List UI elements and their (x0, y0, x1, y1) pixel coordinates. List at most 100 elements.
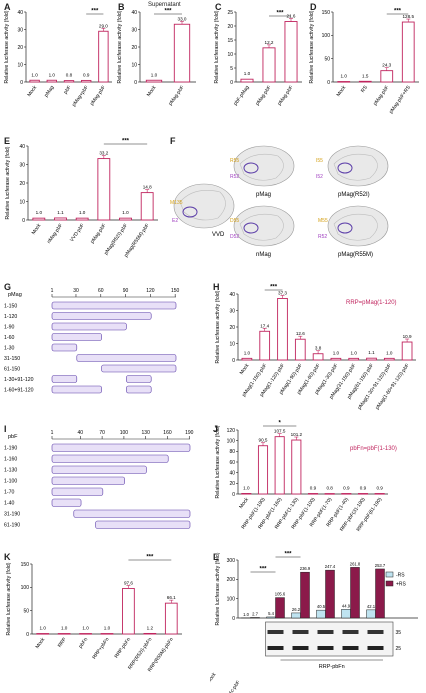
scale-tick-label: 40 (78, 430, 84, 436)
data-label: 1.0 (351, 350, 358, 355)
data-label: 33.2 (99, 151, 108, 156)
mw-marker: 25 (396, 646, 402, 652)
bar (97, 158, 111, 221)
x-tick-label: pbF-pMag (233, 85, 251, 107)
structure-label-vvd: VVD (212, 232, 225, 238)
y-tick-label: 30 (19, 162, 25, 168)
scale-tick-label: 1 (51, 430, 54, 436)
data-label: 0.9 (83, 72, 90, 77)
residue-label: E2 (172, 218, 178, 224)
y-tick-label: 40 (19, 144, 25, 150)
data-label: 42.1 (367, 604, 376, 609)
blot-band (342, 646, 359, 650)
data-label: 33.0 (178, 16, 187, 21)
bar-plus-rs (375, 568, 385, 619)
construct-label: 1-70 (4, 490, 14, 496)
y-tick-label: 0 (232, 616, 235, 622)
domain-segment (51, 498, 82, 507)
significance-stars: *** (276, 11, 284, 17)
x-tick-label: pbF (63, 85, 73, 96)
significance-stars: *** (146, 555, 154, 561)
chart-e: 0 10 20 30 40 Relative luciferase activity (f… (5, 139, 158, 258)
y-tick-label: 20 (229, 481, 235, 487)
legend-swatch-minus-rs (385, 571, 394, 578)
panel-label-k: K (4, 552, 11, 562)
scale-title: pbF (8, 434, 18, 440)
domain-segment (126, 375, 152, 383)
data-label: 1.0 (244, 71, 251, 76)
data-label: 107.5 (274, 429, 286, 434)
bar (312, 353, 324, 361)
bar (29, 79, 40, 83)
scale-tick-label: 70 (99, 430, 105, 436)
y-tick-label: 100 (322, 33, 331, 39)
bar-plus-rs (325, 569, 335, 619)
blot-band (317, 646, 334, 650)
domain-segment (51, 454, 169, 463)
significance-stars: *** (122, 139, 130, 145)
blot-band (367, 630, 384, 634)
y-tick-label: 25 (227, 10, 233, 16)
y-tick-label: 50 (23, 608, 29, 614)
x-tick-label: pbFn (78, 637, 90, 650)
significance-stars: *** (91, 9, 99, 15)
bar-minus-rs (316, 609, 326, 619)
construct-label: 1-150 (4, 304, 17, 310)
y-axis-label: Relative luciferase activity (fold) (6, 562, 12, 635)
domain-segment (51, 476, 125, 485)
panel-label-j: J (213, 424, 219, 434)
chart-k: 0 50 100 150 Relative luciferase activity (f… (6, 555, 182, 673)
rrp-note: RRP=pMag(1-120) (346, 300, 397, 306)
bar (374, 493, 385, 495)
panel-label-a: A (4, 2, 11, 12)
construct-label: 31-190 (4, 512, 20, 518)
data-label: 1.0 (122, 210, 129, 215)
data-label: 26.2 (292, 607, 301, 612)
bar (81, 79, 92, 83)
bar (324, 493, 335, 495)
chart-c: 0 5 10 15 20 25 Relative luciferase activity (… (214, 10, 302, 107)
bar (366, 357, 377, 361)
residue-label: M55 (318, 218, 328, 224)
y-axis-label: Relative luciferase activity (fold) (5, 146, 11, 219)
y-tick-label: 40 (131, 10, 137, 16)
bar (145, 79, 163, 83)
domain-segment (51, 343, 78, 352)
residue-label: I55 (316, 158, 323, 164)
bar (294, 338, 306, 361)
protein-nmag (233, 205, 295, 247)
data-label: 3.8 (315, 346, 322, 351)
data-label: 1.0 (104, 626, 111, 631)
bar (75, 217, 89, 221)
y-tick-label: 40 (229, 470, 235, 476)
data-label: 0.8 (66, 73, 73, 78)
y-tick-label: 30 (17, 27, 23, 33)
data-label: 1.0 (244, 350, 251, 355)
bar (143, 632, 157, 635)
structure-label-pmag: pMag (256, 192, 271, 198)
bar (259, 330, 271, 361)
y-tick-label: 5 (230, 66, 233, 72)
bar (257, 445, 269, 495)
pbfn-note: pbFn=pbF(1-130) (350, 446, 397, 452)
x-tick-label: VVD-pbF (69, 223, 86, 243)
y-tick-label: 0 (20, 80, 23, 86)
legend-swatch-plus-rs (385, 580, 394, 587)
chart-d: 0 50 100 150 Relative luciferase activity (f… (309, 9, 419, 115)
residue-label: R52 (230, 174, 239, 180)
construct-label: 61-190 (4, 523, 20, 529)
x-tick-label: Mock (336, 84, 348, 98)
x-tick-label: pMag-pbF+RS (388, 84, 412, 115)
y-tick-label: 40 (17, 10, 23, 16)
y-tick-label: 20 (19, 181, 25, 187)
blot-band (267, 630, 284, 634)
panel-label-c: C (215, 2, 222, 12)
data-label: 0.8 (326, 486, 333, 491)
scale-tick-label: 60 (98, 288, 104, 294)
data-label: 1.5 (362, 73, 369, 78)
data-label: 1.0 (49, 72, 56, 77)
data-label: 14.8 (143, 185, 152, 190)
data-label: 21.6 (287, 14, 296, 19)
scale-tick-label: 190 (185, 430, 194, 436)
western-blot (265, 621, 394, 657)
